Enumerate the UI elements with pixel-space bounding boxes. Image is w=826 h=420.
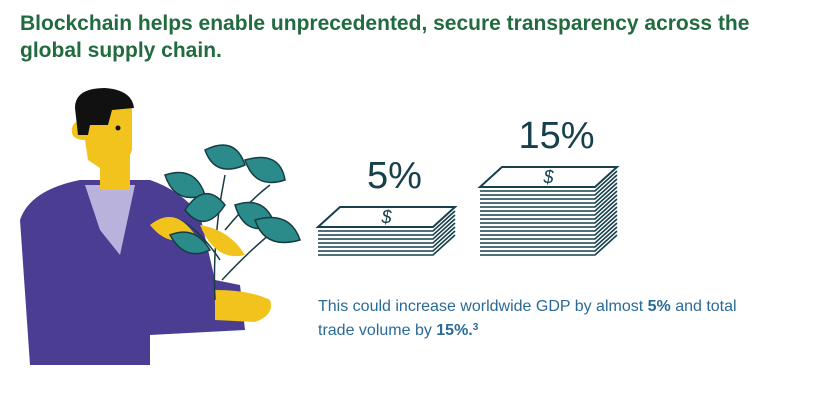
money-stack: $5%	[315, 155, 458, 256]
bill-symbol: $	[542, 167, 554, 187]
bill-edge	[318, 214, 456, 236]
bill-edge	[480, 218, 618, 240]
caption-part: This could increase worldwide GDP by alm…	[318, 298, 648, 315]
bill-edge	[480, 186, 618, 208]
stack-label: 15%	[518, 115, 594, 157]
bill-edge	[480, 182, 618, 204]
person-illustration	[20, 88, 271, 365]
bill-edge	[318, 210, 456, 232]
bill-edge	[480, 170, 618, 192]
bill-edge	[318, 234, 456, 256]
bill-edge	[318, 222, 456, 244]
money-stack: $15%	[477, 115, 620, 256]
bill-edge	[480, 230, 618, 252]
bill-edge	[480, 194, 618, 216]
bill-edge	[480, 202, 618, 224]
caption-part: trade volume by	[318, 322, 436, 339]
caption-part: and total	[671, 298, 737, 315]
stack-label: 5%	[367, 155, 422, 197]
bill-edge	[480, 210, 618, 232]
bill-edge	[318, 218, 456, 240]
caption-line: This could increase worldwide GDP by alm…	[318, 298, 737, 315]
bill-edge	[480, 178, 618, 200]
bill-symbol: $	[380, 207, 392, 227]
bill-edge	[318, 226, 456, 248]
bill-edge	[480, 234, 618, 256]
plant-illustration	[150, 144, 301, 301]
title-line: Blockchain helps enable unprecedented, s…	[20, 12, 749, 35]
bill-edge	[480, 174, 618, 196]
bill-top	[477, 166, 620, 188]
bill-edge	[480, 226, 618, 248]
bill-edge	[318, 230, 456, 252]
caption-part: 15%.	[436, 322, 472, 339]
caption-line: trade volume by 15%.3	[318, 322, 479, 340]
bill-edge	[480, 222, 618, 244]
caption-part: 5%	[648, 298, 671, 315]
bill-edge	[480, 190, 618, 212]
bill-top	[315, 206, 458, 228]
bill-edge	[480, 198, 618, 220]
bill-edge	[480, 214, 618, 236]
title-line: global supply chain.	[20, 39, 222, 62]
bill-edge	[480, 206, 618, 228]
footnote-ref: 3	[473, 322, 479, 333]
